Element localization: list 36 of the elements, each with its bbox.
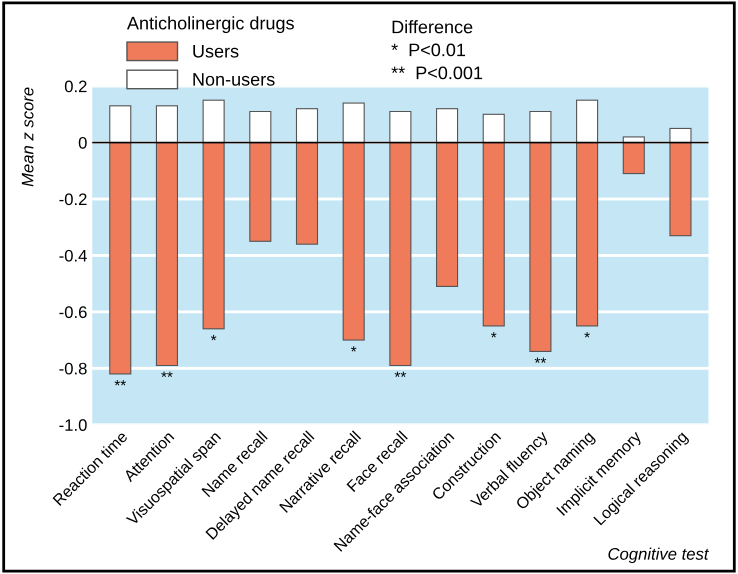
bar — [296, 142, 318, 245]
bar — [342, 142, 365, 341]
bar — [529, 142, 552, 352]
legend-label: Users — [193, 45, 238, 58]
annotation: ** — [114, 380, 126, 386]
text: Difference — [392, 20, 472, 34]
bar — [436, 142, 458, 288]
annotation: * — [584, 332, 590, 338]
bar — [109, 142, 132, 375]
y-tick-label: 0.2 — [64, 80, 87, 92]
annotation: ** — [161, 372, 173, 377]
annotation: * — [491, 332, 496, 338]
bar — [482, 142, 505, 327]
legend-label: Non-users — [193, 73, 275, 86]
text: * P<0.01 — [391, 44, 466, 56]
annotation: ** — [394, 372, 406, 377]
y-tick-label: -0.2 — [59, 193, 87, 206]
y-tick-label: -0.4 — [59, 250, 87, 262]
bar — [156, 142, 178, 366]
bar — [669, 142, 692, 236]
y-axis-title: Mean z score — [22, 87, 34, 186]
bar — [576, 142, 598, 327]
bar — [389, 142, 412, 366]
legend-title: Anticholinergic drugs — [126, 16, 294, 34]
y-tick-label: -1.0 — [59, 419, 87, 431]
annotation: * — [210, 334, 216, 340]
x-axis-title: Cognitive test — [608, 548, 710, 564]
bar — [202, 142, 225, 330]
annotation: * — [350, 346, 356, 352]
annotation: ** — [534, 358, 546, 363]
bar — [622, 142, 645, 174]
y-tick-label: 0 — [78, 136, 87, 149]
y-tick-label: -0.6 — [59, 306, 87, 318]
text: ** P<0.001 — [391, 66, 482, 80]
bar — [249, 142, 272, 242]
y-tick-label: -0.8 — [59, 362, 87, 375]
